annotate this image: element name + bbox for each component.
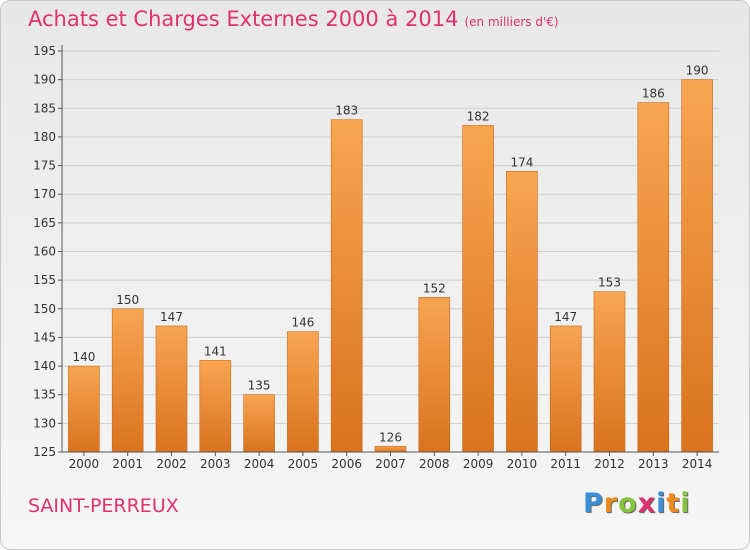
y-tick-label: 140 bbox=[33, 359, 56, 373]
grid-lines bbox=[62, 50, 719, 424]
x-tick-label: 2008 bbox=[419, 457, 450, 471]
x-tick-label: 2010 bbox=[507, 457, 538, 471]
bar-value-label: 140 bbox=[72, 350, 95, 364]
x-tick-label: 2012 bbox=[594, 457, 625, 471]
x-tick-label: 2009 bbox=[463, 457, 494, 471]
y-tick-label: 145 bbox=[33, 330, 56, 344]
bar-value-label: 141 bbox=[204, 344, 227, 358]
bar-value-label: 174 bbox=[510, 155, 533, 169]
logo-letter: o bbox=[618, 488, 638, 519]
bar-value-label: 147 bbox=[160, 310, 183, 324]
x-tick-label: 2007 bbox=[375, 457, 406, 471]
y-tick-label: 170 bbox=[33, 187, 56, 201]
bar bbox=[418, 297, 451, 453]
x-tick-label: 2003 bbox=[200, 457, 231, 471]
chart-subtitle: (en milliers d'€) bbox=[464, 15, 559, 29]
y-tick-label: 190 bbox=[33, 73, 56, 87]
x-tick-label: 2013 bbox=[638, 457, 669, 471]
bar bbox=[287, 331, 319, 453]
y-tick-label: 160 bbox=[33, 245, 56, 259]
logo-letter: r bbox=[603, 488, 619, 519]
bar bbox=[462, 125, 494, 453]
bar-value-label: 183 bbox=[335, 104, 358, 118]
x-tick-label: 2004 bbox=[244, 457, 275, 471]
bar-value-label: 152 bbox=[423, 281, 446, 295]
y-tick-label: 185 bbox=[33, 101, 56, 115]
y-axis-ticks: 125 130 135 140 145 150 155 160 165 170 175 180 185 1… bbox=[33, 44, 62, 459]
bar-value-label: 190 bbox=[686, 64, 709, 78]
bar bbox=[68, 365, 100, 453]
x-tick-label: 2000 bbox=[69, 457, 100, 471]
x-tick-label: 2011 bbox=[550, 457, 581, 471]
y-tick-label: 130 bbox=[33, 416, 56, 430]
y-tick-label: 180 bbox=[33, 130, 56, 144]
y-tick-label: 175 bbox=[33, 159, 56, 173]
x-tick-label: 2002 bbox=[156, 457, 187, 471]
bar bbox=[506, 171, 538, 453]
x-tick-label: 2014 bbox=[682, 457, 713, 471]
y-tick-label: 195 bbox=[33, 44, 56, 58]
bar-value-label: 147 bbox=[554, 310, 577, 324]
bar bbox=[199, 360, 232, 453]
bar-value-label: 186 bbox=[642, 87, 665, 101]
y-tick-label: 150 bbox=[33, 302, 56, 316]
y-tick-label: 125 bbox=[33, 445, 56, 459]
chart-title: Achats et Charges Externes 2000 à 2014 (e… bbox=[28, 7, 559, 31]
city-name: SAINT-PERREUX bbox=[28, 495, 179, 517]
y-tick-label: 135 bbox=[33, 388, 56, 402]
x-tick-label: 2006 bbox=[331, 457, 362, 471]
bar-value-label: 146 bbox=[291, 316, 314, 330]
bar bbox=[549, 325, 582, 453]
bar-value-label: 150 bbox=[116, 293, 139, 307]
bar bbox=[111, 308, 144, 453]
logo-letter: x bbox=[637, 488, 657, 519]
bar-value-label: 126 bbox=[379, 430, 402, 444]
x-tick-label: 2005 bbox=[288, 457, 319, 471]
x-tick-label: 2001 bbox=[112, 457, 143, 471]
bar-value-label: 182 bbox=[467, 109, 490, 123]
bar-value-label: 135 bbox=[248, 379, 271, 393]
proxiti-logo: Proxiti bbox=[583, 488, 691, 519]
bar bbox=[374, 445, 407, 453]
bar bbox=[637, 102, 670, 453]
y-tick-label: 155 bbox=[33, 273, 56, 287]
logo-letter: i bbox=[656, 488, 667, 519]
bar bbox=[330, 119, 363, 453]
logo-letter: t bbox=[666, 488, 681, 519]
logo-letter: P bbox=[583, 488, 604, 519]
x-axis-ticks: 2000 2001 2002 2003 2004 2005 2006 2007 2008 2009… bbox=[69, 452, 713, 471]
bar bbox=[155, 325, 188, 453]
bar bbox=[593, 291, 626, 453]
chart-title-text: Achats et Charges Externes 2000 à 2014 bbox=[28, 7, 459, 31]
bar bbox=[243, 394, 275, 453]
bars: 140 150 147 141 135 146 183 126 152 182 174 147 153 1… bbox=[68, 64, 713, 453]
y-tick-label: 165 bbox=[33, 216, 56, 230]
bar bbox=[681, 79, 713, 453]
bar-value-label: 153 bbox=[598, 276, 621, 290]
logo-letter: i bbox=[680, 488, 691, 519]
